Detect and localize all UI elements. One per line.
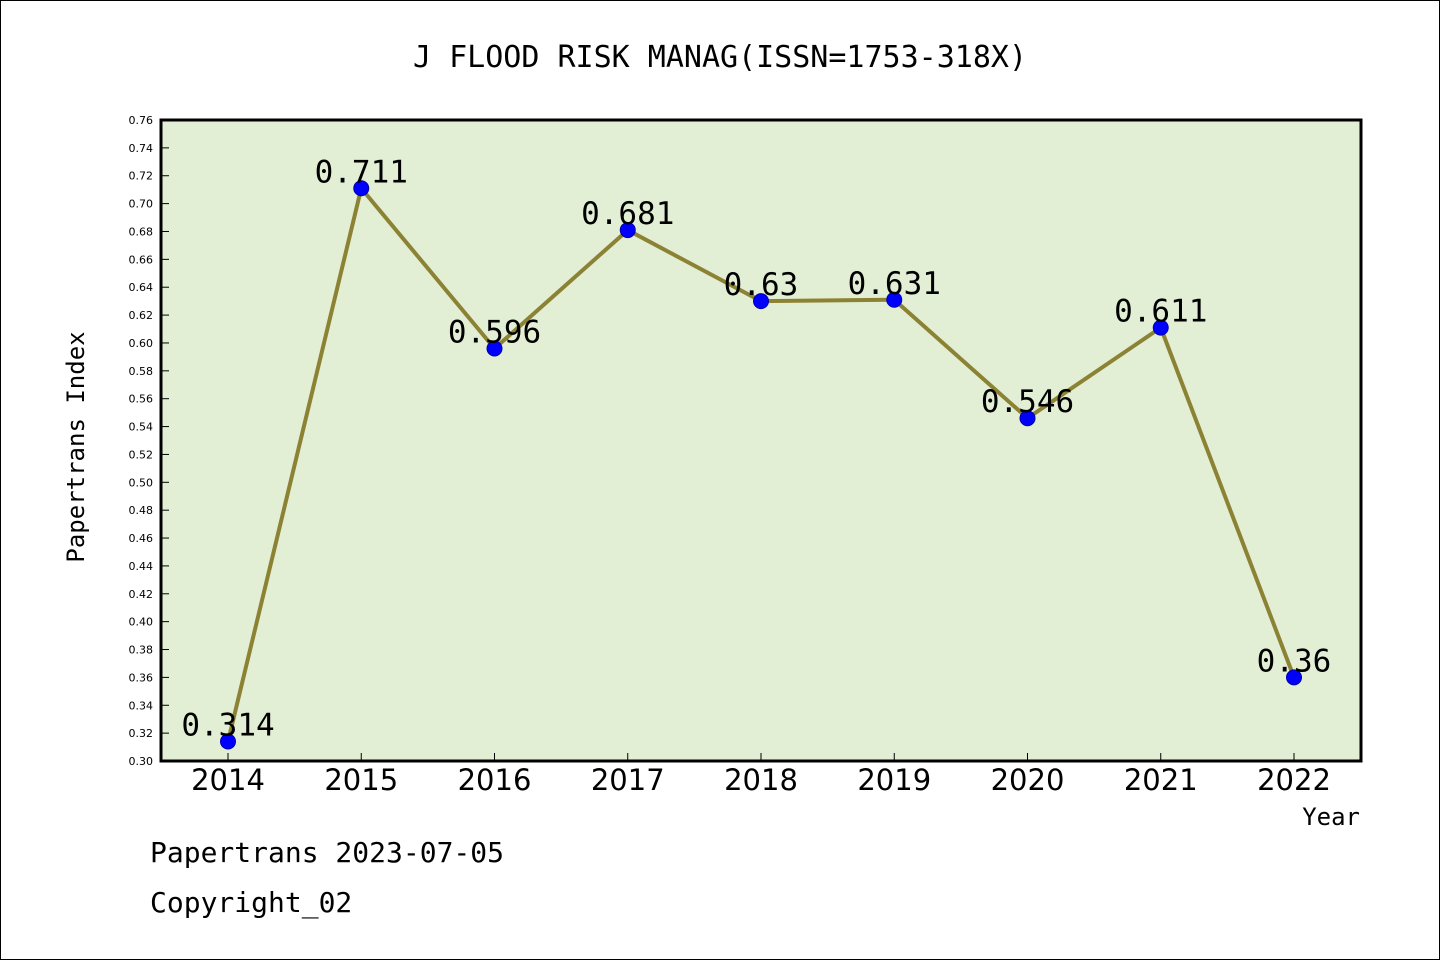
y-tick-label: 0.32 <box>129 727 154 740</box>
data-label: 0.711 <box>315 154 408 190</box>
y-tick-label: 0.42 <box>129 588 154 601</box>
data-label: 0.596 <box>448 315 541 351</box>
plot-border <box>159 118 1363 763</box>
y-tick-label: 0.34 <box>129 699 154 712</box>
x-tick-label: 2016 <box>458 763 532 797</box>
y-tick-label: 0.36 <box>129 671 154 684</box>
data-point <box>220 733 236 750</box>
x-tick-label: 2021 <box>1124 763 1198 797</box>
y-tick-label: 0.50 <box>129 476 154 489</box>
data-point <box>353 180 370 197</box>
x-axis-label: Year <box>1302 803 1360 831</box>
y-tick-label: 0.58 <box>129 365 154 378</box>
x-tick-label: 2018 <box>724 763 798 797</box>
x-axis-ticks: 2014 2015 2016 2017 2018 2019 2020 2021 2022 <box>191 753 1331 797</box>
footer-date: Papertrans 2023-07-05 <box>150 836 505 869</box>
y-tick-label: 0.76 <box>129 114 154 127</box>
data-point <box>619 222 636 239</box>
y-tick-label: 0.64 <box>129 281 154 294</box>
y-tick-label: 0.62 <box>129 309 154 322</box>
y-tick-label: 0.44 <box>129 560 154 573</box>
data-label: 0.611 <box>1114 294 1207 330</box>
x-tick-label: 2014 <box>191 763 265 797</box>
x-tick-label: 2017 <box>591 763 665 797</box>
data-label: 0.631 <box>848 266 941 302</box>
data-label: 0.546 <box>981 384 1074 420</box>
data-labels: 0.314 0.711 0.596 0.681 0.63 0.631 0.546 0.611 0… <box>181 154 1331 743</box>
plot-area <box>161 120 1361 761</box>
y-tick-label: 0.48 <box>129 504 154 517</box>
y-tick-label: 0.74 <box>129 142 154 155</box>
data-point <box>1019 410 1036 427</box>
x-tick-label: 2022 <box>1257 763 1331 797</box>
data-point <box>1286 669 1302 686</box>
data-point <box>753 293 769 310</box>
y-tick-label: 0.66 <box>129 253 154 266</box>
y-tick-label: 0.68 <box>129 225 154 238</box>
x-tick-label: 2020 <box>991 763 1065 797</box>
y-tick-label: 0.54 <box>129 421 154 434</box>
data-label: 0.681 <box>581 196 674 232</box>
y-axis-ticks: 0.30 0.32 0.34 0.36 0.38 0.40 0.42 0.44 0.46 0.48… <box>129 114 169 768</box>
data-point <box>886 291 903 308</box>
data-point <box>1152 319 1169 336</box>
y-tick-label: 0.52 <box>129 448 154 461</box>
data-points <box>220 180 1302 750</box>
data-label: 0.36 <box>1257 643 1332 679</box>
y-tick-label: 0.60 <box>129 337 154 350</box>
y-axis-label: Papertrans Index <box>62 331 90 562</box>
y-tick-label: 0.46 <box>129 532 154 545</box>
data-label: 0.314 <box>181 707 274 743</box>
y-tick-label: 0.40 <box>129 616 154 629</box>
y-tick-label: 0.56 <box>129 393 154 406</box>
footer-copyright: Copyright_02 <box>150 886 353 919</box>
y-tick-label: 0.38 <box>129 644 154 657</box>
data-label: 0.63 <box>724 267 799 303</box>
chart-title: J FLOOD RISK MANAG(ISSN=1753-318X) <box>413 40 1027 75</box>
x-tick-label: 2019 <box>857 763 931 797</box>
y-tick-label: 0.70 <box>129 198 154 211</box>
y-tick-label: 0.30 <box>129 755 154 768</box>
x-tick-label: 2015 <box>324 763 398 797</box>
y-tick-label: 0.72 <box>129 170 154 183</box>
data-point <box>486 340 503 357</box>
